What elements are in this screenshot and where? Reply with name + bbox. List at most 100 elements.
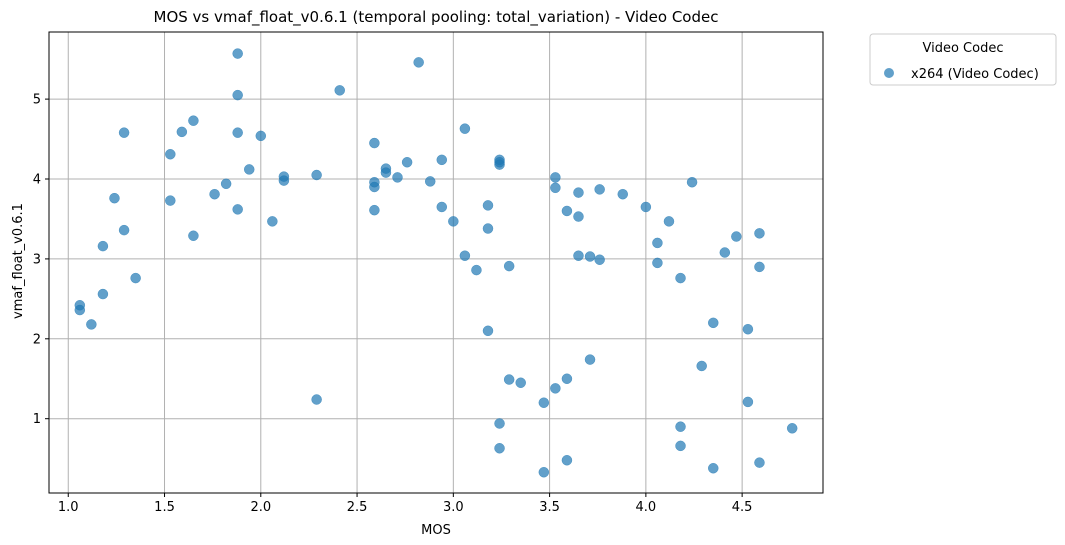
y-axis-label: vmaf_float_v0.6.1 — [11, 203, 26, 319]
data-point — [573, 187, 584, 198]
data-point — [482, 325, 494, 337]
x-tick-label: 1.0 — [58, 500, 79, 515]
data-point — [719, 247, 731, 258]
data-point — [188, 115, 199, 126]
data-point — [392, 172, 403, 183]
grid-lines — [49, 32, 823, 493]
legend: Video Codec x264 (Video Codec) — [869, 33, 1057, 86]
data-point — [742, 396, 754, 408]
data-point — [118, 127, 130, 138]
data-point — [573, 250, 584, 261]
y-tick-label: 5 — [33, 93, 41, 108]
data-point — [74, 304, 86, 316]
data-point — [459, 123, 471, 134]
data-point — [188, 230, 199, 241]
data-point — [494, 443, 505, 454]
data-point — [538, 466, 550, 478]
x-tick-label: 2.5 — [347, 500, 368, 515]
data-point — [742, 323, 754, 335]
data-point — [209, 188, 220, 200]
data-point — [380, 167, 392, 178]
x-tick-label: 2.0 — [250, 500, 271, 515]
data-point — [459, 250, 471, 261]
legend-marker — [884, 68, 894, 78]
y-tick-label: 3 — [33, 252, 41, 267]
data-point — [243, 164, 255, 175]
data-point — [165, 195, 176, 206]
data-point — [754, 228, 765, 239]
data-points — [74, 48, 798, 478]
data-point — [696, 360, 707, 372]
data-point — [494, 418, 505, 429]
data-point — [482, 223, 494, 234]
data-point — [786, 423, 798, 434]
data-point — [232, 127, 243, 138]
data-point — [232, 89, 243, 101]
data-point — [401, 156, 413, 168]
data-point — [754, 457, 765, 468]
data-point — [86, 319, 97, 330]
data-point — [561, 454, 573, 466]
data-point — [561, 373, 573, 384]
data-point — [550, 182, 561, 194]
data-point — [550, 383, 561, 394]
data-point — [708, 317, 719, 329]
data-point — [130, 272, 141, 284]
data-point — [663, 216, 675, 227]
data-point — [731, 231, 742, 242]
data-point — [97, 240, 109, 252]
data-point — [436, 154, 448, 166]
data-point — [594, 184, 605, 195]
data-point — [675, 421, 686, 432]
data-point — [640, 201, 652, 213]
y-tick-label: 1 — [33, 412, 41, 427]
data-point — [436, 201, 448, 213]
data-point — [220, 178, 232, 190]
data-point — [594, 254, 605, 265]
legend-frame — [869, 33, 1057, 86]
data-point — [413, 57, 424, 68]
y-tick-label: 2 — [33, 332, 41, 347]
data-point — [652, 257, 663, 269]
x-axis: 1.0 1.5 2.0 2.5 3.0 3.5 4.0 4.5 — [58, 493, 752, 515]
plot-area — [48, 31, 824, 494]
data-point — [334, 85, 345, 96]
x-tick-label: 4.0 — [636, 500, 657, 515]
legend-series-label: x264 (Video Codec) — [911, 67, 1039, 82]
chart-title: MOS vs vmaf_float_v0.6.1 (temporal pooli… — [154, 8, 719, 27]
data-point — [176, 126, 188, 138]
data-point — [584, 354, 596, 365]
data-point — [369, 204, 380, 216]
data-point — [165, 148, 176, 160]
legend-title: Video Codec — [923, 41, 1004, 56]
data-point — [448, 216, 459, 227]
data-point — [278, 175, 290, 186]
data-point — [97, 288, 109, 300]
data-point — [471, 264, 482, 276]
data-point — [311, 169, 322, 181]
data-point — [675, 440, 686, 452]
data-point — [550, 172, 561, 183]
data-point — [515, 377, 526, 388]
data-point — [675, 272, 686, 284]
data-point — [311, 394, 322, 405]
data-point — [708, 462, 719, 474]
data-point — [494, 159, 505, 170]
data-point — [503, 260, 515, 272]
data-point — [617, 188, 629, 200]
x-tick-label: 3.0 — [443, 500, 464, 515]
data-point — [652, 237, 663, 249]
x-tick-label: 3.5 — [539, 500, 560, 515]
y-axis: 1 2 3 4 5 — [33, 93, 49, 427]
x-tick-label: 1.5 — [154, 500, 175, 515]
data-point — [503, 374, 515, 385]
data-point — [369, 181, 380, 193]
data-point — [424, 176, 436, 187]
data-point — [538, 397, 550, 408]
data-point — [109, 192, 120, 204]
data-point — [573, 211, 584, 222]
data-point — [584, 251, 596, 262]
data-point — [369, 137, 380, 149]
y-tick-label: 4 — [33, 173, 41, 188]
